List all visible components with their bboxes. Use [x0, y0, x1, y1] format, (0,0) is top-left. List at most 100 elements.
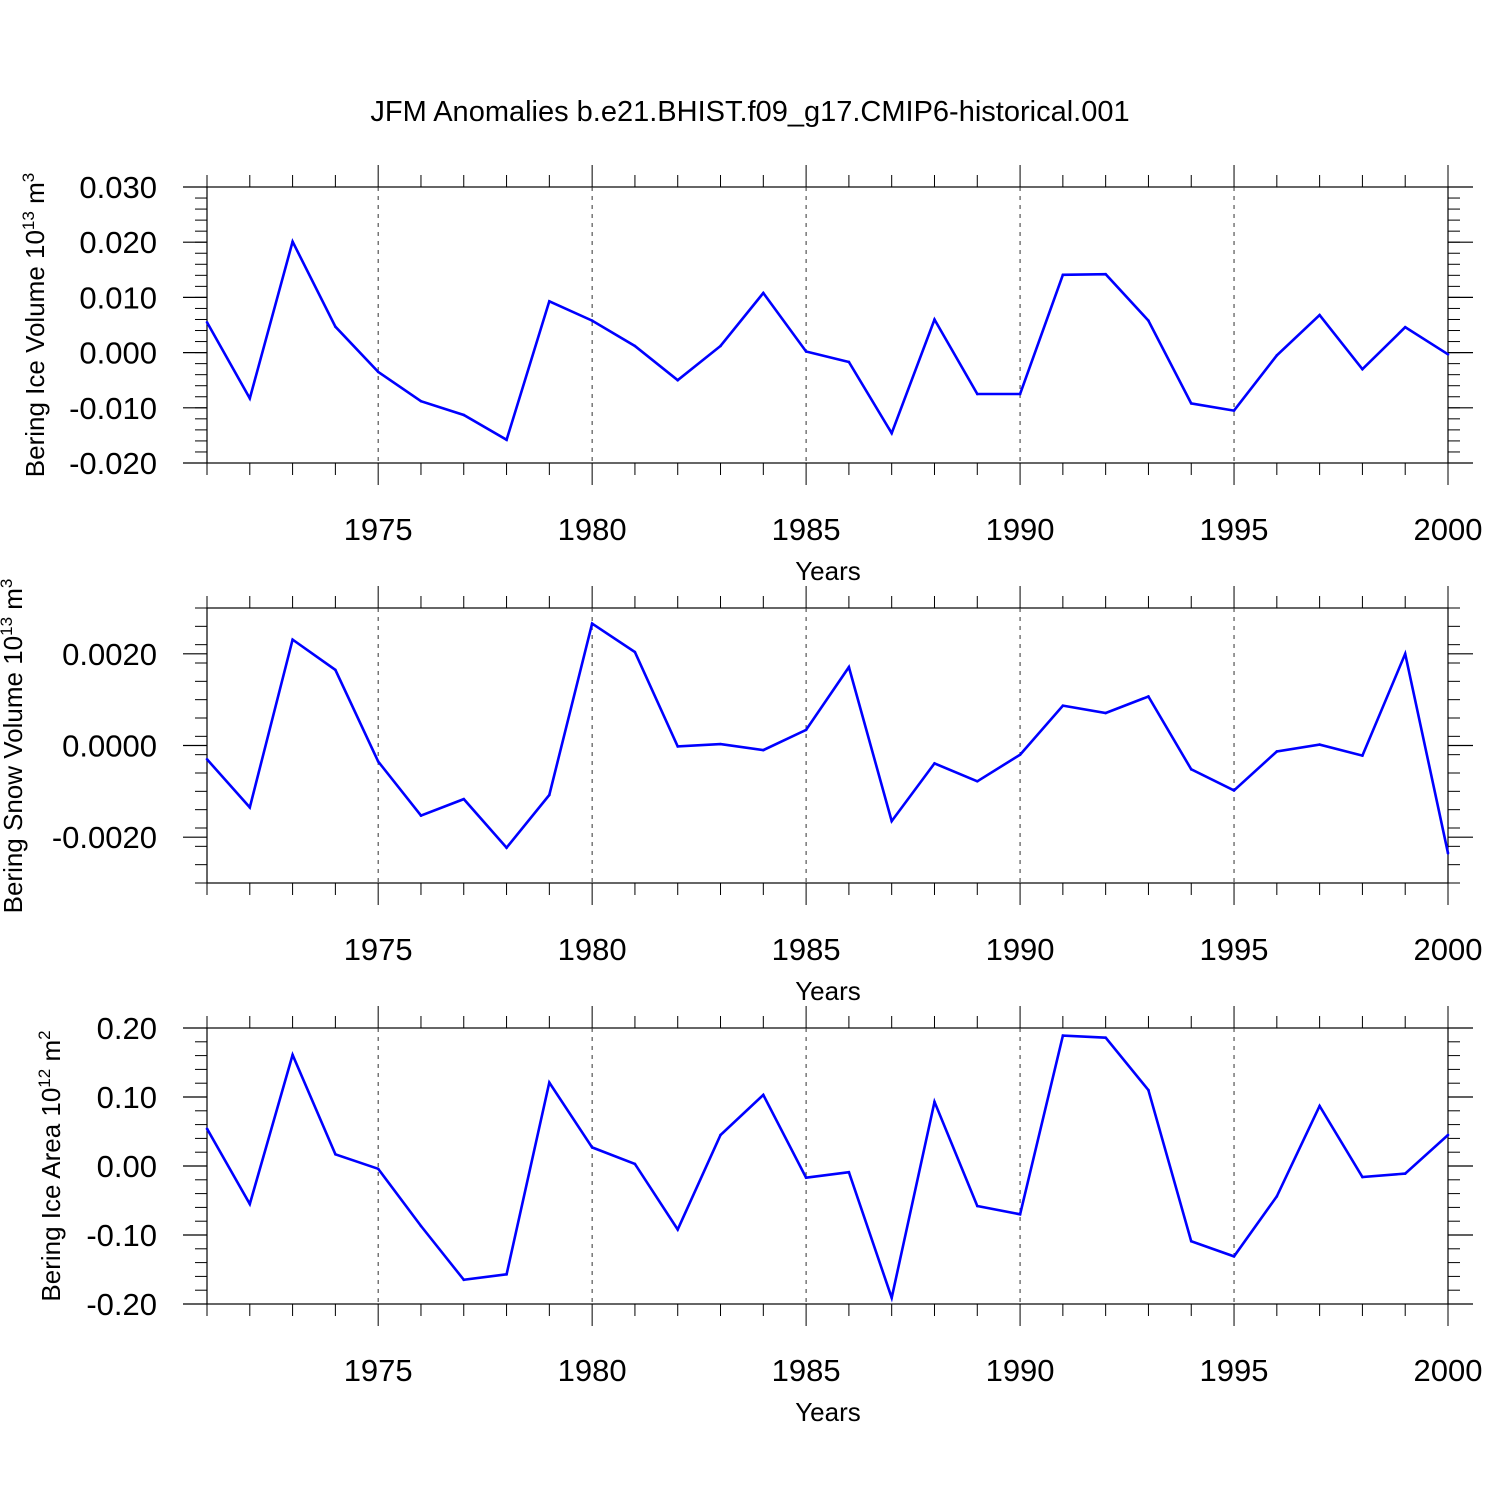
- data-point: [1275, 354, 1279, 357]
- x-tick-label: 1995: [1200, 932, 1269, 967]
- y-tick-label: 0.0020: [62, 637, 157, 672]
- x-tick-label: 1985: [772, 932, 841, 967]
- data-point: [1018, 392, 1022, 396]
- plot-frame: [206, 186, 1449, 464]
- x-tick-label: 1990: [986, 932, 1055, 967]
- data-point: [1147, 1088, 1150, 1092]
- data-point: [248, 1202, 252, 1206]
- y-tick-label: 0.020: [79, 225, 157, 260]
- data-point: [933, 1100, 936, 1104]
- data-point: [676, 745, 680, 748]
- x-tick-label: 1990: [986, 1353, 1055, 1388]
- y-tick-label: -0.010: [69, 391, 157, 426]
- data-point: [590, 622, 594, 625]
- data-point: [1189, 402, 1193, 405]
- data-point: [1018, 753, 1022, 756]
- data-point: [548, 299, 551, 303]
- x-tick-label: 1980: [558, 932, 627, 967]
- data-point: [1403, 325, 1407, 329]
- y-tick-label: 0.0000: [62, 729, 157, 764]
- data-point: [590, 319, 594, 322]
- data-point: [633, 650, 637, 654]
- data-point: [1318, 313, 1321, 317]
- data-point: [847, 360, 851, 364]
- y-tick-label: 0.030: [79, 170, 157, 205]
- data-point: [633, 1162, 637, 1166]
- data-point: [1189, 768, 1193, 771]
- data-point: [890, 431, 893, 435]
- y-tick-label: -0.020: [69, 446, 157, 481]
- y-tick-label: 0.20: [97, 1011, 157, 1046]
- y-axis-label: Bering Snow Volume 1013 m3: [0, 579, 28, 914]
- data-point: [1361, 754, 1364, 757]
- plot-frame: [206, 607, 1449, 884]
- data-point: [762, 291, 765, 295]
- data-point: [1275, 1195, 1279, 1198]
- data-point: [804, 728, 808, 732]
- data-point: [205, 1127, 209, 1131]
- x-axis-label: Years: [795, 1397, 861, 1427]
- data-point: [419, 814, 423, 817]
- data-point: [975, 779, 979, 783]
- y-tick-label: 0.000: [79, 336, 157, 371]
- y-axis-label: Bering Ice Volume 1013 m3: [19, 173, 50, 477]
- series-line: [205, 1034, 1449, 1303]
- data-point: [1147, 695, 1150, 698]
- data-point: [548, 793, 551, 797]
- data-point: [1361, 367, 1364, 371]
- data-point: [291, 240, 294, 243]
- data-point: [1446, 851, 1450, 855]
- data-point: [505, 846, 508, 850]
- data-point: [762, 748, 765, 752]
- data-point: [804, 1176, 808, 1180]
- data-point: [1104, 272, 1107, 276]
- data-point: [505, 1273, 508, 1276]
- data-point: [1018, 1213, 1022, 1216]
- series-line: [205, 237, 1449, 442]
- panel-1: -0.020 -0.010 0.000 0.010 0.020 0.030 1975 1980…: [19, 165, 1482, 586]
- x-tick-label: 2000: [1414, 1353, 1483, 1388]
- data-point: [719, 1133, 722, 1137]
- x-axis-label: Years: [795, 556, 861, 586]
- data-point: [1232, 1255, 1236, 1258]
- panel-2: -0.0020 0.0000 0.0020 1975 1980 1985 1990 1995 2…: [0, 579, 1482, 1006]
- data-point: [376, 1167, 380, 1171]
- data-point: [462, 797, 466, 801]
- data-point: [1446, 1133, 1450, 1137]
- x-tick-label: 1975: [344, 932, 413, 967]
- data-point: [890, 1296, 893, 1300]
- data-point: [633, 344, 637, 348]
- data-point: [1403, 1172, 1407, 1175]
- data-point: [975, 392, 979, 396]
- y-tick-label: -0.20: [86, 1287, 157, 1322]
- data-point: [1446, 352, 1450, 356]
- x-tick-label: 1995: [1200, 512, 1269, 547]
- data-point: [334, 1152, 337, 1156]
- data-point: [291, 638, 294, 641]
- data-point: [847, 1170, 851, 1174]
- data-point: [1061, 1034, 1065, 1037]
- data-point: [1275, 750, 1279, 753]
- y-tick-label: -0.0020: [52, 820, 157, 855]
- data-point: [248, 806, 252, 809]
- chart-title: JFM Anomalies b.e21.BHIST.f09_g17.CMIP6-…: [370, 96, 1130, 128]
- data-point: [419, 1224, 423, 1228]
- data-point: [1147, 319, 1150, 322]
- x-axis-label: Years: [795, 976, 861, 1006]
- x-tick-label: 1975: [344, 512, 413, 547]
- y-tick-label: 0.00: [97, 1149, 157, 1184]
- data-point: [975, 1204, 979, 1208]
- data-point: [933, 318, 936, 321]
- data-point: [1189, 1239, 1193, 1243]
- data-point: [419, 399, 423, 403]
- x-tick-label: 1980: [558, 1353, 627, 1388]
- x-tick-label: 2000: [1414, 932, 1483, 967]
- data-point: [1361, 1175, 1364, 1179]
- data-point: [762, 1093, 765, 1097]
- data-point: [676, 1228, 680, 1231]
- x-tick-label: 1980: [558, 512, 627, 547]
- x-tick-label: 1995: [1200, 1353, 1269, 1388]
- data-point: [590, 1146, 594, 1149]
- plot-frame: [206, 1027, 1449, 1305]
